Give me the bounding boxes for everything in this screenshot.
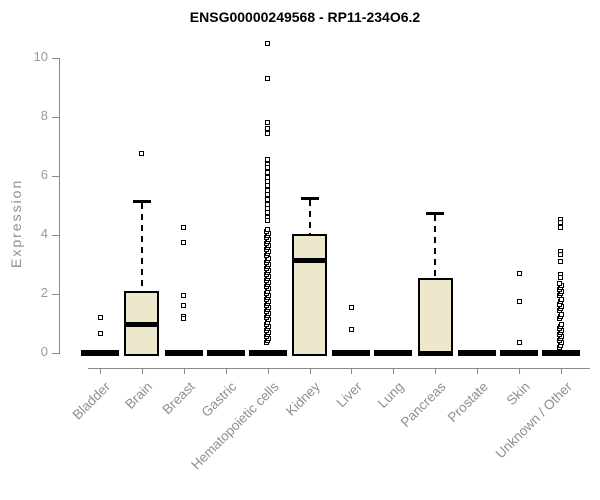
outlier-point xyxy=(265,40,271,46)
whisker-line xyxy=(140,203,143,292)
collapsed-box-bar xyxy=(332,350,371,356)
x-tick-label: Pancreas xyxy=(397,379,449,430)
x-axis-tick xyxy=(519,368,520,374)
outlier-point xyxy=(558,275,564,281)
outlier-point xyxy=(348,304,354,310)
collapsed-box-bar xyxy=(541,350,580,356)
outlier-point xyxy=(265,191,271,197)
collapsed-box-bar xyxy=(500,350,538,356)
y-tick-label: 6 xyxy=(40,167,48,182)
x-tick-label: Unknown / Other xyxy=(492,379,575,462)
x-tick-label: Skin xyxy=(503,379,533,409)
outlier-point xyxy=(139,151,145,157)
x-axis-tick xyxy=(267,368,269,374)
y-tick-label: 4 xyxy=(40,226,48,241)
y-axis-tick xyxy=(52,353,59,354)
x-axis-tick xyxy=(560,368,562,374)
outlier-point xyxy=(181,239,187,245)
outlier-point xyxy=(265,169,271,175)
x-axis-tick xyxy=(435,368,437,374)
x-axis-tick xyxy=(309,368,311,374)
outlier-point xyxy=(265,120,271,126)
collapsed-box-bar xyxy=(248,350,287,356)
y-axis-tick xyxy=(52,58,59,59)
whisker-line xyxy=(434,214,437,278)
x-axis-tick xyxy=(393,368,395,374)
outlier-point xyxy=(516,270,522,276)
y-axis-tick xyxy=(52,294,59,295)
x-tick-label: Breast xyxy=(159,379,198,418)
outlier-point xyxy=(265,182,271,188)
median-line xyxy=(292,258,327,264)
outlier-point xyxy=(181,303,187,309)
x-axis-tick xyxy=(477,368,479,374)
outlier-point xyxy=(265,165,271,171)
outlier-point xyxy=(516,298,522,304)
outlier-point xyxy=(557,280,563,286)
y-tick-label: 0 xyxy=(40,344,48,359)
collapsed-box-bar xyxy=(164,350,203,356)
whisker-line xyxy=(308,200,311,234)
x-tick-label: Lung xyxy=(375,379,407,411)
y-tick-label: 8 xyxy=(40,108,48,123)
x-tick-label: Kidney xyxy=(283,379,324,419)
x-tick-label: Brain xyxy=(122,379,156,412)
outlier-point xyxy=(516,340,522,346)
x-axis-tick xyxy=(141,368,143,374)
outlier-point xyxy=(559,321,565,327)
chart-title: ENSG00000249568 - RP11-234O6.2 xyxy=(189,9,421,25)
box xyxy=(417,277,453,356)
x-axis-line xyxy=(88,368,590,369)
median-line xyxy=(417,351,453,356)
collapsed-box-bar xyxy=(374,350,413,356)
whisker-cap xyxy=(300,197,319,201)
outlier-point xyxy=(97,315,103,321)
y-axis-tick xyxy=(52,176,59,177)
whisker-cap xyxy=(426,211,445,215)
outlier-point xyxy=(558,259,564,265)
collapsed-box-bar xyxy=(458,350,497,356)
outlier-point xyxy=(265,226,271,232)
outlier-point xyxy=(181,225,187,231)
x-axis-tick xyxy=(183,368,185,374)
outlier-point xyxy=(265,196,271,202)
whisker-cap xyxy=(132,200,151,204)
outlier-point xyxy=(558,225,564,231)
outlier-point xyxy=(265,130,271,136)
x-tick-label: Prostate xyxy=(444,379,491,426)
outlier-point xyxy=(558,220,564,226)
outlier-point xyxy=(348,326,354,332)
y-tick-label: 10 xyxy=(33,49,48,64)
y-axis-tick xyxy=(52,235,59,236)
x-axis-tick xyxy=(100,368,101,374)
outlier-point xyxy=(97,331,103,337)
outlier-point xyxy=(265,125,271,131)
x-tick-label: Bladder xyxy=(70,379,114,423)
outlier-point xyxy=(181,292,187,298)
outlier-point xyxy=(559,297,565,303)
outlier-point xyxy=(181,315,187,321)
outlier-point xyxy=(265,217,271,223)
y-tick-label: 2 xyxy=(40,285,48,300)
x-axis-tick xyxy=(351,368,353,374)
y-axis-line xyxy=(59,58,60,354)
collapsed-box-bar xyxy=(206,350,245,356)
median-line xyxy=(124,321,160,327)
box xyxy=(292,233,327,356)
x-axis-tick xyxy=(225,368,227,374)
x-tick-label: Gastric xyxy=(198,379,240,420)
y-axis-tick xyxy=(52,117,59,118)
x-tick-label: Liver xyxy=(333,379,366,411)
collapsed-box-bar xyxy=(81,350,119,356)
outlier-point xyxy=(558,252,564,258)
outlier-point xyxy=(265,76,271,82)
